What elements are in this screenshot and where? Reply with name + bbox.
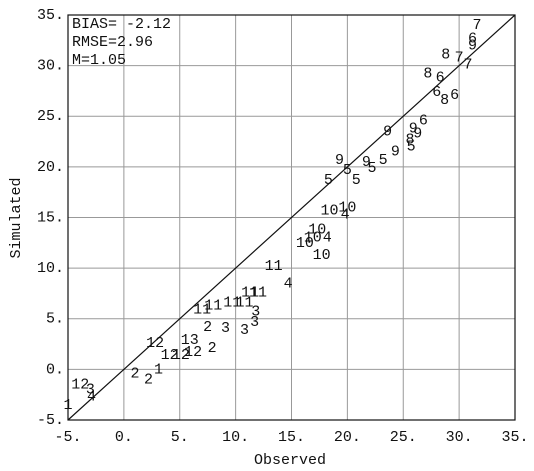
point-label: 3 [240,322,249,339]
x-tick-label: 10. [222,429,249,446]
point-label: 11 [241,284,259,301]
point-label: 8 [440,92,449,109]
point-label: 9 [413,125,422,142]
point-label: 11 [236,295,254,312]
point-label: 5 [379,152,388,169]
point-label: 8 [405,132,414,149]
point-label: 8 [441,46,450,63]
point-label: 1 [154,361,163,378]
point-label: 10 [313,247,331,264]
point-label: 9 [335,152,344,169]
point-label: 4 [323,230,332,247]
point-label: 10 [338,199,356,216]
point-label: 12 [161,347,179,364]
x-tick-label: 20. [334,429,361,446]
point-label: 5 [407,139,416,156]
annotation: M=1.05 [72,52,126,69]
point-label: 13 [181,332,199,349]
y-tick-label: 30. [37,58,64,75]
plot-frame [67,14,516,421]
y-tick-label: 5. [46,311,64,328]
point-label: 2 [144,371,153,388]
x-tick-label: 5. [171,429,189,446]
point-label: 10 [308,222,326,239]
point-label: 2 [131,365,140,382]
point-label: 7 [472,17,481,34]
annotation: BIAS= -2.12 [72,16,171,33]
point-label: 2 [203,319,212,336]
point-label: 6 [419,112,428,129]
point-label: 12 [184,344,202,361]
point-label: 9 [383,123,392,140]
x-tick-label: 15. [278,429,305,446]
point-label: 1 [63,397,72,414]
point-label: 12 [172,347,190,364]
point-label: 10 [320,202,338,219]
point-label: 11 [249,284,267,301]
point-label: 10 [296,235,314,252]
point-label: 6 [432,84,441,101]
x-tick-label: 25. [390,429,417,446]
y-tick-label: -5. [37,412,64,429]
point-label: 12 [146,335,164,352]
point-label: 4 [87,389,96,406]
point-label: 9 [391,144,400,161]
point-label: 9 [409,120,418,137]
y-tick-label: 0. [46,361,64,378]
y-tick-label: 25. [37,108,64,125]
point-label: 11 [193,302,211,319]
point-label: 8 [423,66,432,83]
point-label: 10 [304,230,322,247]
point-label: 9 [362,154,371,171]
point-label: 7 [455,49,464,66]
point-label: 6 [436,70,445,87]
point-label: 5 [343,162,352,179]
point-label: 5 [352,172,361,189]
point-label: 5 [367,160,376,177]
point-label: 5 [324,172,333,189]
y-axis-title: Simulated [8,177,25,258]
point-label: 7 [464,57,473,74]
point-label: 3 [250,314,259,331]
x-tick-label: 35. [501,429,528,446]
y-tick-label: 35. [37,7,64,24]
point-label: 6 [468,30,477,47]
point-label: 4 [284,275,293,292]
x-axis-title: Observed [254,452,326,469]
point-label: 11 [265,258,283,275]
point-label: 4 [341,206,350,223]
x-tick-label: -5. [54,429,81,446]
point-label: 2 [208,340,217,357]
point-label: 3 [86,382,95,399]
annotation: RMSE=2.96 [72,34,153,51]
y-tick-label: 20. [37,159,64,176]
point-label: 9 [468,37,477,54]
y-tick-label: 15. [37,209,64,226]
x-tick-label: 30. [446,429,473,446]
point-label: 11 [204,298,222,315]
x-tick-label: 0. [115,429,133,446]
point-label: 12 [71,377,89,394]
point-label: 11 [223,295,241,312]
y-tick-label: 10. [37,260,64,277]
one-to-one-line [67,14,516,421]
point-label: 3 [221,320,230,337]
point-label: 3 [251,304,260,321]
point-label: 6 [450,87,459,104]
